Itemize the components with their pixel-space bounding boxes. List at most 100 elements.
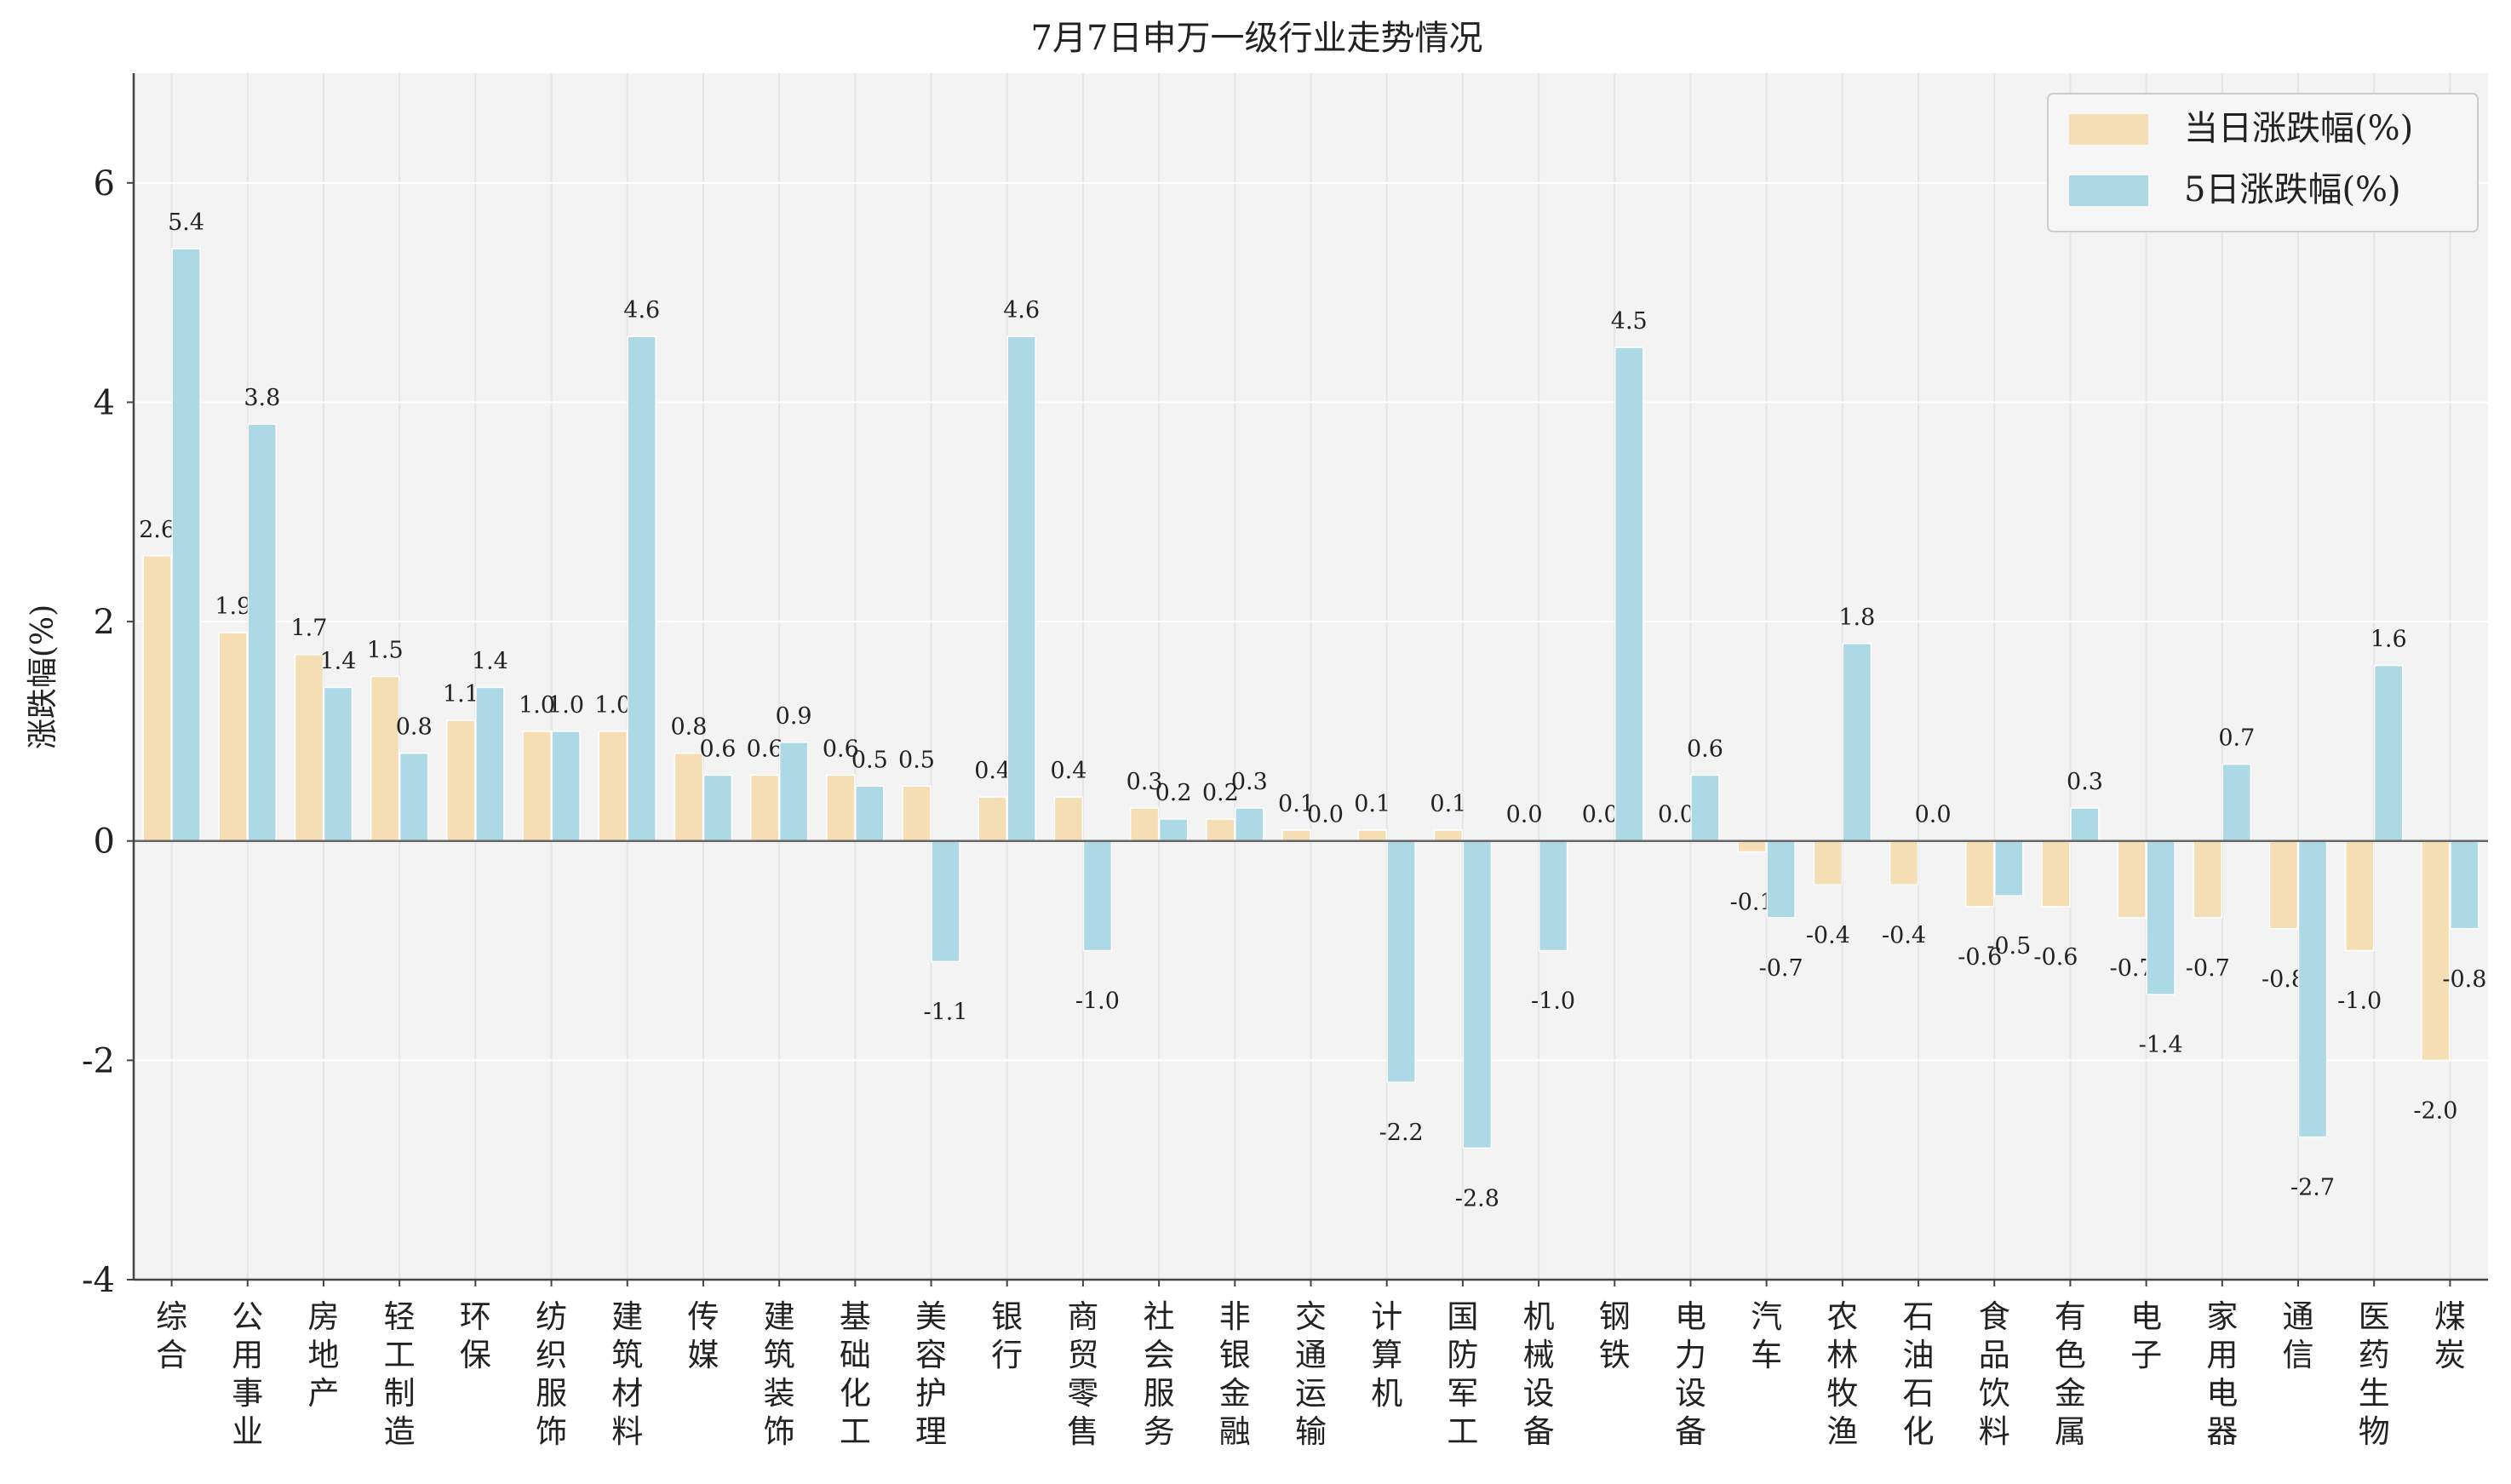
bar-daily-change bbox=[977, 796, 1007, 842]
bar-5day-change bbox=[1766, 839, 1796, 919]
category-label: 国防军工 bbox=[1447, 1298, 1478, 1450]
data-label: 0.0 bbox=[1915, 802, 1952, 828]
category-label: 银行 bbox=[991, 1298, 1023, 1373]
data-label: -0.5 bbox=[1986, 933, 2031, 960]
category-label: 机械设备 bbox=[1523, 1298, 1555, 1450]
data-label: 3.8 bbox=[244, 385, 280, 411]
data-label: 0.3 bbox=[1231, 769, 1268, 795]
bar-daily-change bbox=[1964, 839, 1995, 908]
data-label: 1.7 bbox=[291, 616, 328, 642]
bar-5day-change bbox=[551, 731, 581, 842]
bar-daily-change bbox=[1281, 829, 1311, 842]
data-label: -1.0 bbox=[1075, 988, 1120, 1015]
data-label: 0.2 bbox=[1155, 780, 1192, 806]
bar-daily-change bbox=[674, 752, 704, 842]
data-label: -2.2 bbox=[1379, 1120, 1424, 1146]
data-label: 0.6 bbox=[699, 736, 736, 762]
data-label: -0.6 bbox=[2033, 944, 2078, 971]
bar-5day-change bbox=[1386, 839, 1416, 1083]
data-label: 0.1 bbox=[1430, 791, 1466, 817]
legend-box bbox=[2047, 93, 2479, 232]
bar-daily-change bbox=[2193, 839, 2223, 919]
data-label: 0.1 bbox=[1278, 791, 1315, 817]
bar-5day-change bbox=[778, 742, 809, 842]
bar-5day-change bbox=[171, 248, 201, 842]
data-label: 0.5 bbox=[898, 747, 935, 773]
bar-daily-change bbox=[294, 653, 324, 842]
bar-5day-change bbox=[1158, 818, 1189, 842]
category-label: 纺织服饰 bbox=[536, 1298, 567, 1450]
bar-5day-change bbox=[2450, 839, 2479, 930]
bar-5day-change bbox=[323, 686, 353, 842]
legend-label: 5日涨跌幅(%) bbox=[2184, 170, 2401, 209]
legend-swatch bbox=[2069, 114, 2148, 145]
bar-daily-change bbox=[1813, 839, 1843, 886]
bar-daily-change bbox=[2421, 839, 2451, 1062]
y-tick-label: 0 bbox=[94, 822, 115, 862]
data-label: 0.0 bbox=[1658, 802, 1694, 828]
bar-daily-change bbox=[1053, 796, 1084, 842]
category-label: 有色金属 bbox=[2055, 1298, 2086, 1450]
data-label: 0.9 bbox=[776, 703, 812, 730]
category-label: 医药生物 bbox=[2359, 1298, 2390, 1450]
category-label: 电力设备 bbox=[1675, 1298, 1706, 1450]
bar-5day-change bbox=[931, 839, 960, 963]
bar-daily-change bbox=[1889, 839, 1919, 886]
data-label: -1.0 bbox=[2337, 988, 2382, 1015]
data-label: 0.1 bbox=[1354, 791, 1390, 817]
bar-daily-change bbox=[1433, 829, 1464, 842]
bar-daily-change bbox=[598, 731, 628, 842]
bar-daily-change bbox=[826, 774, 856, 842]
data-label: -1.1 bbox=[924, 999, 968, 1025]
bar-daily-change bbox=[1206, 818, 1235, 842]
category-label: 煤炭 bbox=[2434, 1298, 2466, 1373]
bar-5day-change bbox=[2146, 839, 2176, 995]
data-label: 0.8 bbox=[396, 714, 433, 741]
bar-daily-change bbox=[370, 675, 400, 842]
category-label: 商贸零售 bbox=[1067, 1298, 1098, 1450]
category-label: 房地产 bbox=[307, 1298, 339, 1412]
category-label: 电子 bbox=[2130, 1298, 2162, 1373]
data-label: 1.4 bbox=[472, 648, 508, 674]
data-label: -0.7 bbox=[2186, 955, 2230, 982]
bar-5day-change bbox=[1993, 839, 2024, 897]
category-label: 社会服务 bbox=[1144, 1298, 1175, 1450]
legend-swatch bbox=[2069, 175, 2148, 206]
category-label: 基础化工 bbox=[840, 1298, 871, 1450]
category-label: 环保 bbox=[460, 1298, 491, 1373]
y-tick-label: 4 bbox=[94, 383, 115, 422]
data-label: 1.8 bbox=[1838, 604, 1875, 631]
data-label: -2.7 bbox=[2290, 1175, 2335, 1201]
bar-5day-change bbox=[1842, 643, 1872, 842]
y-tick-label: -4 bbox=[82, 1261, 115, 1300]
bar-daily-change bbox=[2117, 839, 2147, 919]
category-label: 非银金融 bbox=[1219, 1298, 1251, 1450]
category-label: 食品饮料 bbox=[1979, 1298, 2010, 1450]
category-label: 建筑装饰 bbox=[764, 1298, 795, 1450]
data-label: -1.0 bbox=[1531, 988, 1575, 1015]
data-label: 0.4 bbox=[974, 758, 1011, 784]
bar-daily-change bbox=[522, 731, 552, 842]
category-label: 轻工制造 bbox=[384, 1298, 416, 1450]
data-label: -1.4 bbox=[2139, 1032, 2183, 1058]
data-label: 0.0 bbox=[1506, 802, 1543, 828]
data-label: 4.6 bbox=[623, 297, 660, 324]
bar-5day-change bbox=[1462, 839, 1493, 1149]
bar-5day-change bbox=[398, 752, 429, 842]
y-axis-label: 涨跌幅(%) bbox=[26, 604, 60, 749]
bar-daily-change bbox=[2041, 839, 2071, 908]
category-label: 交通运输 bbox=[1295, 1298, 1327, 1450]
data-label: 0.2 bbox=[1202, 780, 1239, 806]
bar-5day-change bbox=[1235, 807, 1264, 842]
data-label: -0.8 bbox=[2442, 966, 2486, 993]
y-tick-label: 2 bbox=[94, 603, 115, 642]
data-label: -0.4 bbox=[1806, 922, 1850, 948]
bar-daily-change bbox=[1129, 807, 1160, 842]
data-label: 0.6 bbox=[1687, 736, 1723, 762]
category-label: 石油石化 bbox=[1903, 1298, 1935, 1450]
category-label: 通信 bbox=[2283, 1298, 2314, 1373]
bar-5day-change bbox=[1538, 839, 1568, 952]
data-label: -2.0 bbox=[2413, 1097, 2457, 1124]
bar-daily-change bbox=[749, 774, 780, 842]
